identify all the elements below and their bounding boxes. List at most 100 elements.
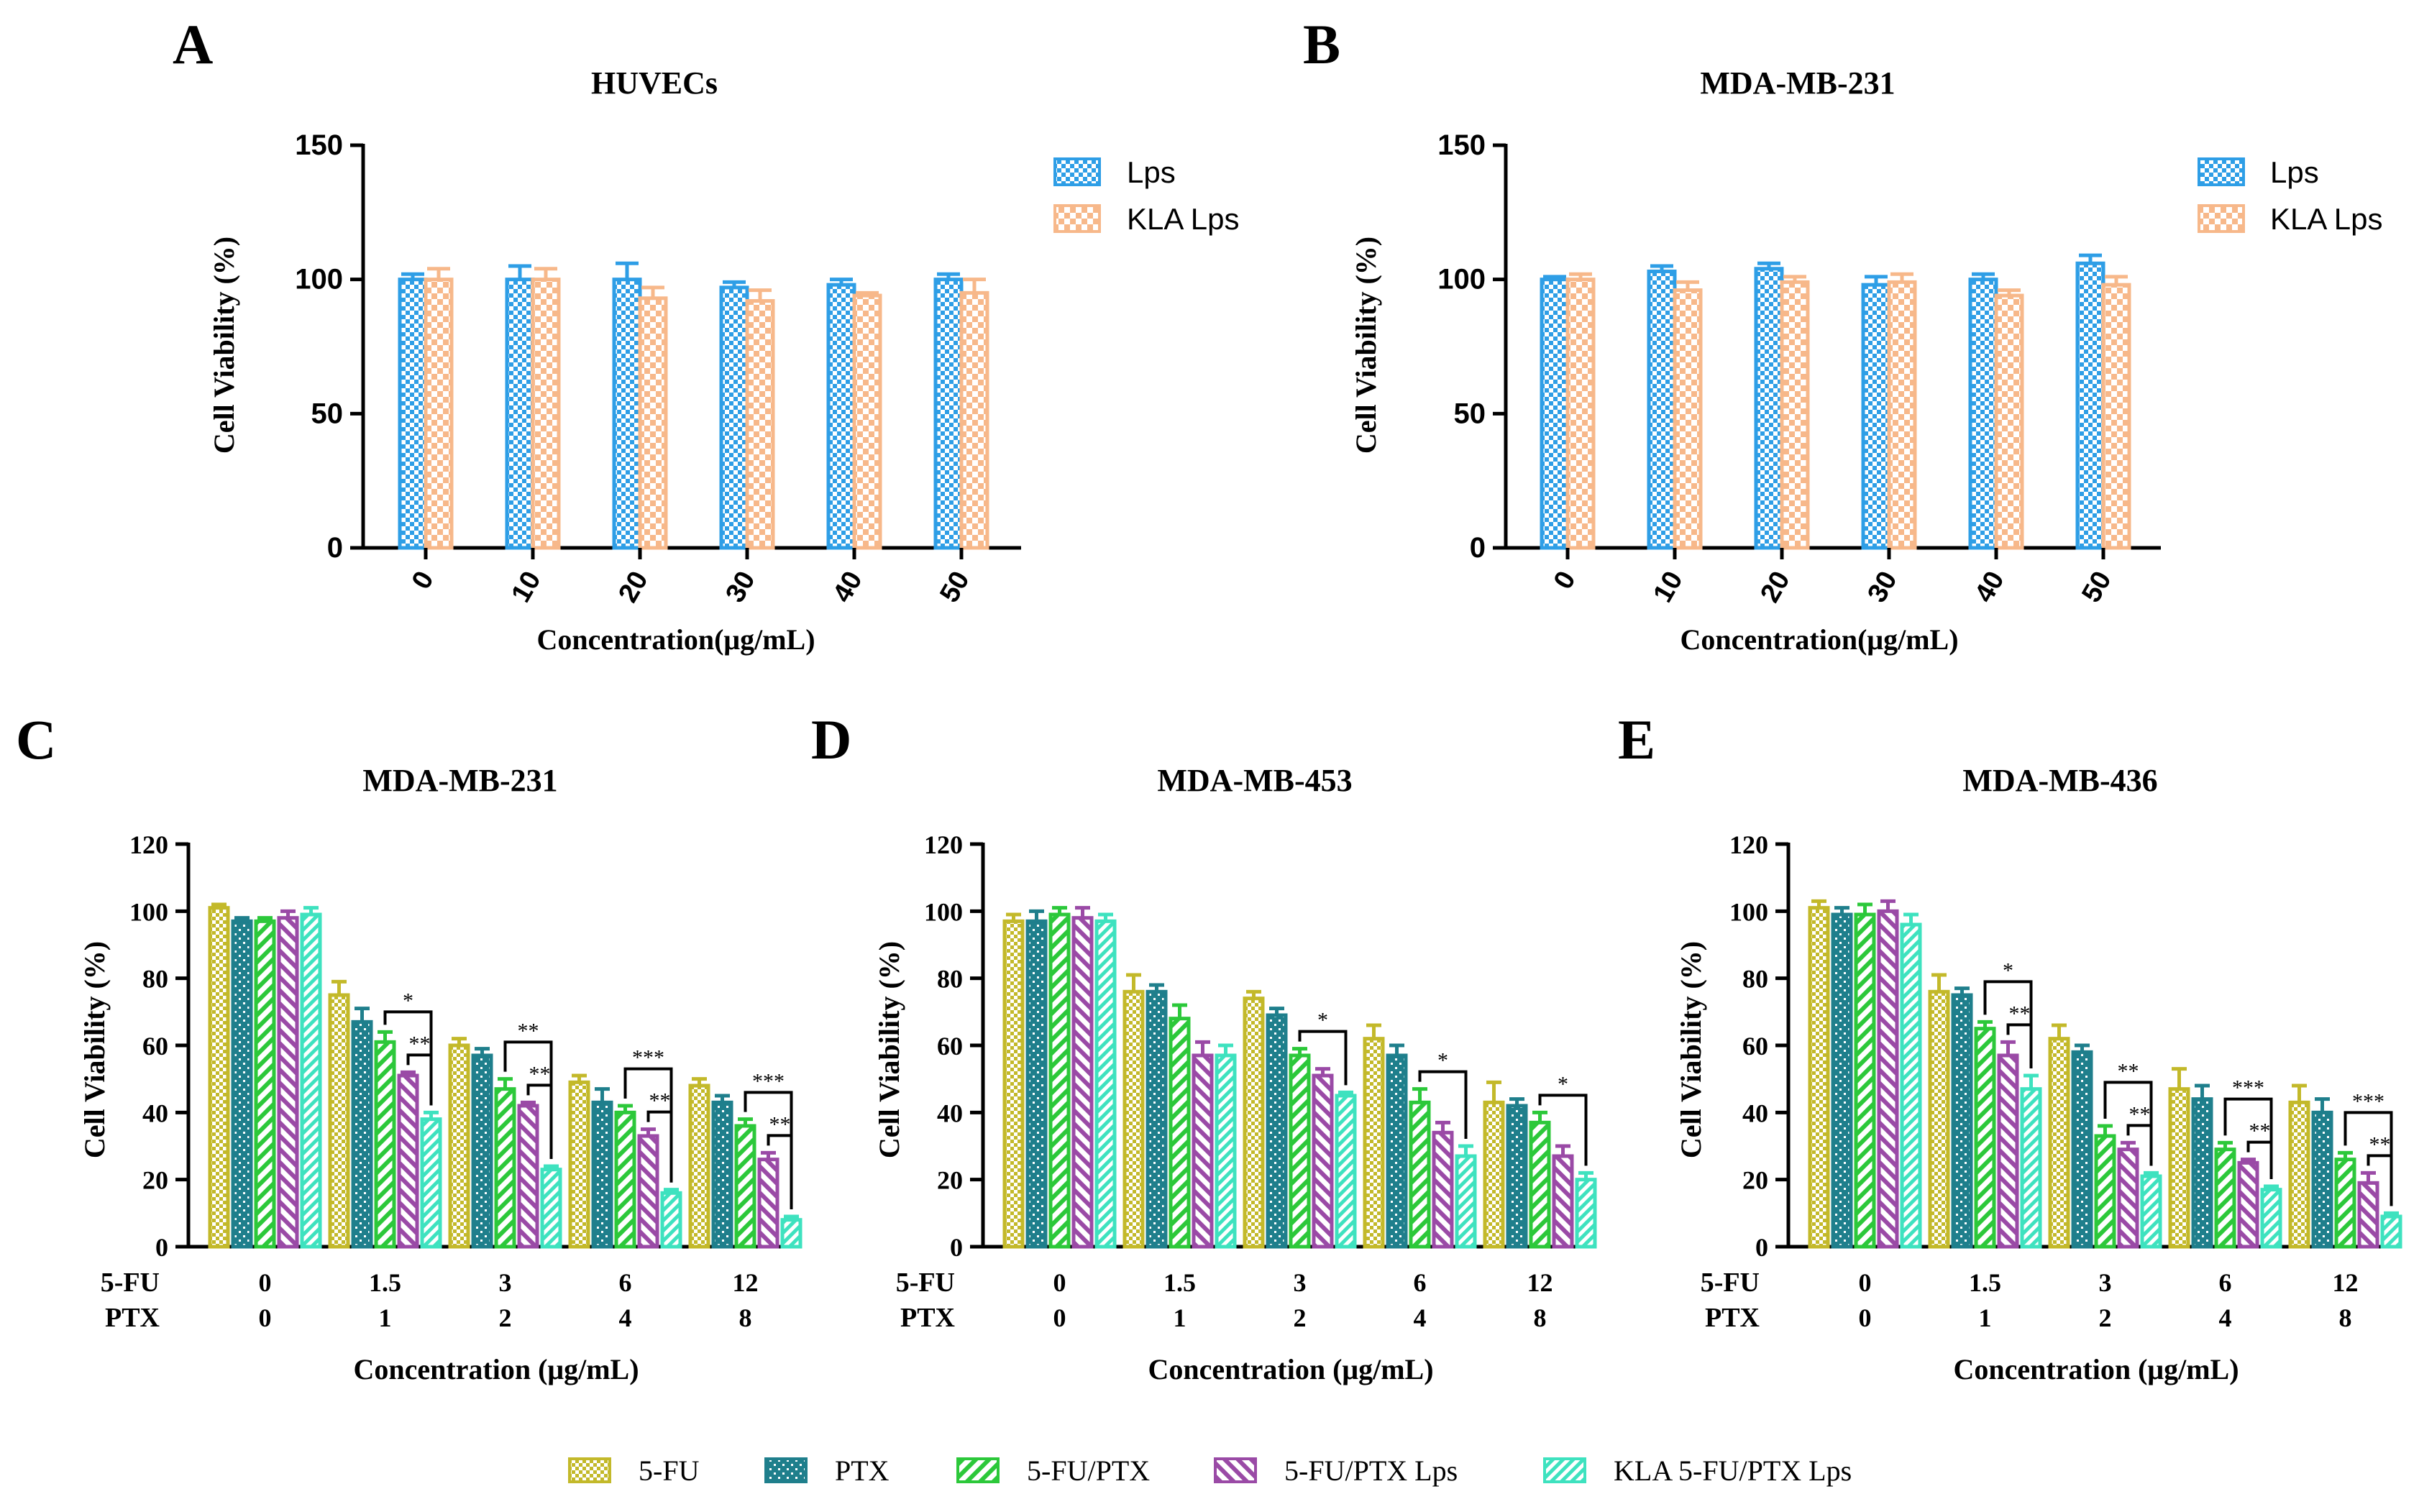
bar [1409,1100,1431,1249]
bar [1122,989,1145,1249]
bar [1266,1013,1288,1249]
plot-area: 0 20 40 60 80 100 120 0 0 1.5 1 3 2 6 4 12 8 * * * [924,830,1597,1332]
bar [2380,1214,2402,1249]
significance-label: ** [2009,1002,2031,1025]
significance-label: ** [2249,1119,2271,1143]
bar [1928,989,1950,1249]
bar [2117,1147,2139,1249]
y-tick-label: 60 [142,1032,168,1060]
significance-label: * [1558,1072,1568,1096]
y-tick-label: 0 [950,1233,963,1262]
panel-letter-d: D [811,708,851,771]
bar [471,1053,493,1249]
legend-swatch-5fu [568,1457,611,1483]
legend-swatch-5fu-ptx [956,1457,1000,1483]
bar [1808,906,1830,1249]
x-tick-label: 0 [1859,1268,1872,1297]
bar [745,299,775,550]
significance-label: ** [518,1019,539,1043]
bar [2140,1174,2162,1249]
row-label-5fu: 5-FU [1701,1268,1760,1298]
bar [1363,1037,1385,1249]
bar [612,278,642,550]
x-tick-label-secondary: 4 [619,1303,632,1332]
panel-letter-a: A [173,13,213,75]
bar [1997,1053,2019,1249]
significance-label: * [403,989,413,1012]
significance-label: ** [769,1112,791,1136]
y-tick-label: 80 [937,965,963,994]
bar [208,906,230,1249]
bar [540,1168,562,1249]
x-tick-label: 40 [1969,567,2011,608]
bar [1048,912,1071,1249]
row-label-5fu: 5-FU [896,1268,955,1298]
y-tick-label: 0 [155,1233,168,1262]
x-axis-label: Concentration(μg/mL) [1680,623,1958,656]
bar [852,293,882,550]
legend-label: Lps [1127,155,1176,189]
x-tick-label: 6 [619,1268,632,1297]
legend: Lps KLA Lps [1053,155,1239,236]
x-tick-label-secondary: 0 [1053,1303,1066,1332]
significance-bracket [1298,1030,1348,1086]
bar [1974,1027,1996,1249]
x-tick-label-secondary: 4 [1414,1303,1427,1332]
bar [1169,1017,1191,1249]
x-tick-label-secondary: 1 [1174,1303,1186,1332]
significance-bracket [2103,1081,2153,1166]
significance-label: ** [409,1032,431,1055]
row-label-ptx: PTX [1705,1303,1760,1333]
x-tick-label-secondary: 8 [1534,1303,1547,1332]
x-tick-label-secondary: 1 [379,1303,392,1332]
legend-swatch-ptx [764,1457,808,1483]
bar [1887,280,1917,550]
bar [826,283,856,550]
row-label-5fu: 5-FU [101,1268,160,1298]
bar [2075,261,2105,550]
legend-label: KLA Lps [1127,202,1239,236]
bar [2288,1100,2310,1249]
bar [2020,1087,2042,1249]
y-tick-label: 120 [1729,830,1768,859]
bar [1529,1120,1551,1249]
bottom-legend: 5-FU PTX 5-FU/PTX 5-FU/PTX Lps KLA 5-FU/… [568,1454,1852,1487]
bar [568,1080,590,1249]
bar [505,278,535,550]
y-tick-label: 120 [924,830,963,859]
x-tick-label: 50 [2076,567,2118,608]
y-axis-label: Cell Viability (%) [78,941,111,1158]
legend-swatch-kla-lps [2198,204,2245,233]
bar [1565,278,1596,550]
bar [2191,1097,2213,1249]
bar [374,1040,396,1249]
significance-bracket [503,1040,553,1159]
x-tick-label-secondary: 4 [2219,1303,2232,1332]
y-tick-label: 50 [1454,398,1486,429]
bar [351,1020,373,1249]
y-tick-label: 80 [142,965,168,994]
panel-letter-b: B [1303,13,1340,75]
significance-label: *** [2232,1076,2264,1100]
bar [1243,996,1265,1249]
x-tick-label-secondary: 8 [739,1303,752,1332]
bar [424,278,454,550]
significance-bracket [2223,1097,2273,1179]
bar [1483,1100,1505,1249]
significance-bracket [1538,1094,1588,1166]
bar [1831,912,1853,1249]
bar [660,1191,682,1249]
significance-label: *** [632,1046,664,1070]
legend-label: PTX [835,1454,890,1487]
bar [959,290,989,550]
y-tick-label: 0 [1755,1233,1768,1262]
x-tick-label: 3 [499,1268,512,1297]
legend-label: 5-FU/PTX Lps [1284,1454,1458,1487]
bar [1861,283,1891,550]
bar [1146,989,1168,1249]
bar [397,1073,419,1249]
bar [1025,919,1048,1249]
bar [780,1218,802,1249]
x-axis-label: Concentration (μg/mL) [1148,1353,1433,1385]
bar [2357,1181,2379,1249]
